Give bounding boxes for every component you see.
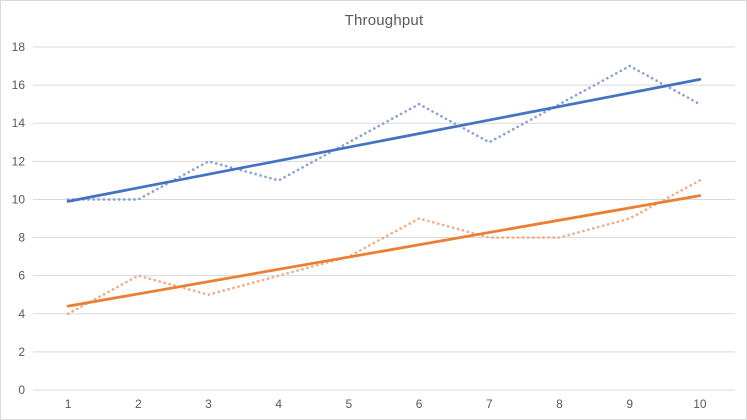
y-tick-label: 16 <box>12 78 26 92</box>
chart-title: Throughput <box>344 12 424 29</box>
x-tick-label: 4 <box>275 397 282 411</box>
y-tick-label: 10 <box>12 192 26 206</box>
x-tick-label: 3 <box>205 397 212 411</box>
y-tick-label: 4 <box>18 307 25 321</box>
x-tick-label: 7 <box>486 397 493 411</box>
y-tick-label: 0 <box>18 383 25 397</box>
series-1-data-line <box>66 64 702 201</box>
y-tick-label: 2 <box>18 345 25 359</box>
x-tick-label: 5 <box>346 397 353 411</box>
series-2-trendline-line <box>66 194 702 308</box>
y-tick-label: 18 <box>12 40 26 54</box>
y-tick-label: 14 <box>12 116 26 130</box>
y-tick-label: 8 <box>18 231 25 245</box>
x-tick-label: 2 <box>135 397 142 411</box>
x-tick-label: 9 <box>626 397 633 411</box>
y-tick-label: 12 <box>12 154 26 168</box>
y-tick-label: 6 <box>18 269 25 283</box>
x-tick-label: 6 <box>416 397 423 411</box>
series-1-trendline-line <box>66 78 702 203</box>
x-tick-label: 10 <box>693 397 707 411</box>
series-2-data-line <box>66 179 702 316</box>
x-tick-label: 8 <box>556 397 563 411</box>
x-tick-label: 1 <box>65 397 72 411</box>
